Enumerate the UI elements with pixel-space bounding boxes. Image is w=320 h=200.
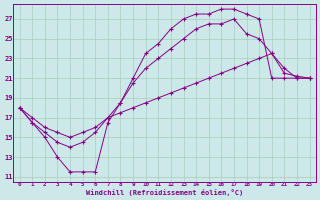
X-axis label: Windchill (Refroidissement éolien,°C): Windchill (Refroidissement éolien,°C) [86,189,243,196]
